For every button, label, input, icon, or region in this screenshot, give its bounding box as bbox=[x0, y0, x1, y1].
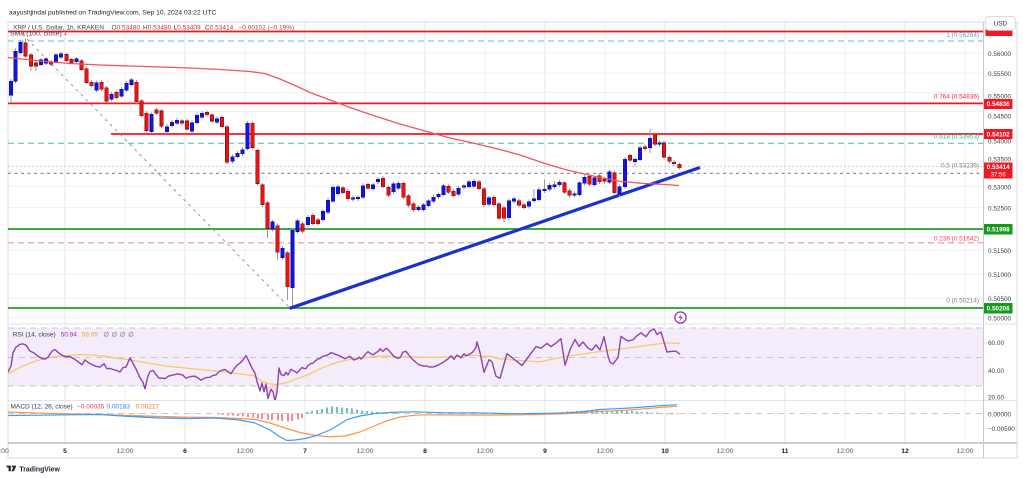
svg-text:0 (0.50214): 0 (0.50214) bbox=[946, 298, 979, 305]
svg-text:50.94: 50.94 bbox=[61, 332, 78, 339]
svg-text:9: 9 bbox=[543, 448, 547, 455]
svg-text:0.51000: 0.51000 bbox=[988, 272, 1012, 279]
svg-text:0.53500: 0.53500 bbox=[988, 156, 1012, 163]
svg-text:TradingView: TradingView bbox=[19, 466, 60, 473]
svg-text:12:00: 12:00 bbox=[956, 448, 973, 455]
svg-text:C0.53414: C0.53414 bbox=[205, 24, 234, 31]
svg-text:12:00: 12:00 bbox=[596, 448, 613, 455]
svg-text::00: :00 bbox=[0, 448, 9, 455]
svg-text:6: 6 bbox=[183, 448, 187, 455]
svg-text:8: 8 bbox=[423, 448, 427, 455]
svg-text:0.56000: 0.56000 bbox=[988, 51, 1012, 58]
svg-text:60.00: 60.00 bbox=[988, 340, 1004, 347]
svg-text:20.00: 20.00 bbox=[988, 395, 1004, 402]
svg-text:∅: ∅ bbox=[128, 332, 134, 339]
svg-text:1 (0.56264): 1 (0.56264) bbox=[946, 32, 979, 39]
svg-text:0.764 (0.54836): 0.764 (0.54836) bbox=[934, 93, 979, 100]
svg-text:aayushjindal published on Trad: aayushjindal published on TradingView.co… bbox=[9, 10, 216, 17]
svg-text:0.54836: 0.54836 bbox=[987, 101, 1011, 108]
svg-text:0.00183: 0.00183 bbox=[107, 403, 131, 410]
svg-text:XRP / U.S. Dollar, 1h, KRAKEN: XRP / U.S. Dollar, 1h, KRAKEN bbox=[13, 24, 104, 31]
svg-text:7: 7 bbox=[303, 448, 307, 455]
svg-text:0.50000: 0.50000 bbox=[988, 316, 1012, 323]
svg-text:5: 5 bbox=[63, 448, 67, 455]
svg-text:−0.00102 (−0.19%): −0.00102 (−0.19%) bbox=[239, 24, 295, 31]
svg-text:0.618 (0.53953): 0.618 (0.53953) bbox=[934, 133, 979, 140]
svg-text:O0.53480: O0.53480 bbox=[112, 24, 141, 31]
svg-text:0.50500: 0.50500 bbox=[988, 296, 1012, 303]
svg-text:11: 11 bbox=[781, 448, 788, 455]
svg-text:0.53414: 0.53414 bbox=[987, 164, 1011, 171]
svg-text:0.5 (0.53239): 0.5 (0.53239) bbox=[941, 162, 979, 169]
svg-text:∅: ∅ bbox=[120, 332, 126, 339]
svg-text:12:00: 12:00 bbox=[356, 448, 373, 455]
svg-text:−0.00500: −0.00500 bbox=[988, 426, 1015, 433]
svg-text:12:00: 12:00 bbox=[236, 448, 253, 455]
svg-text:59.05: 59.05 bbox=[82, 332, 99, 339]
svg-text:12: 12 bbox=[901, 448, 909, 455]
svg-text:0.53000: 0.53000 bbox=[988, 185, 1012, 192]
svg-text:37:56: 37:56 bbox=[991, 173, 1007, 179]
svg-text:MACD (12, 26, close): MACD (12, 26, close) bbox=[11, 403, 73, 410]
svg-text:0.51998: 0.51998 bbox=[987, 226, 1011, 233]
svg-text:40.00: 40.00 bbox=[988, 368, 1004, 375]
svg-text:H0.53480: H0.53480 bbox=[143, 24, 172, 31]
svg-text:10: 10 bbox=[661, 448, 669, 455]
svg-text:∅: ∅ bbox=[103, 332, 109, 339]
svg-text:12:00: 12:00 bbox=[836, 448, 853, 455]
svg-text:0.00000: 0.00000 bbox=[988, 412, 1012, 419]
svg-text:0.00217: 0.00217 bbox=[136, 403, 160, 410]
svg-text:0.54000: 0.54000 bbox=[988, 139, 1012, 146]
svg-text:0.236 (0.51642): 0.236 (0.51642) bbox=[934, 236, 979, 243]
svg-text:L0.53409: L0.53409 bbox=[174, 24, 202, 31]
svg-text:0.55000: 0.55000 bbox=[988, 93, 1012, 100]
svg-text:USD: USD bbox=[994, 21, 1008, 28]
svg-text:0.54102: 0.54102 bbox=[987, 131, 1011, 138]
svg-text:0.55500: 0.55500 bbox=[988, 71, 1012, 78]
svg-text:12:00: 12:00 bbox=[716, 448, 733, 455]
svg-text:−0.00035: −0.00035 bbox=[77, 403, 105, 410]
svg-text:∅: ∅ bbox=[112, 332, 118, 339]
svg-text:RSI (14, close): RSI (14, close) bbox=[13, 332, 56, 339]
svg-text:0.51500: 0.51500 bbox=[988, 248, 1012, 255]
svg-text:1: 1 bbox=[64, 30, 68, 37]
svg-text:SMA (100, close): SMA (100, close) bbox=[10, 31, 62, 38]
svg-text:0.54500: 0.54500 bbox=[988, 114, 1012, 121]
svg-text:0.50206: 0.50206 bbox=[987, 305, 1011, 312]
svg-text:12:00: 12:00 bbox=[476, 448, 493, 455]
svg-text:12:00: 12:00 bbox=[116, 448, 133, 455]
svg-text:0.52500: 0.52500 bbox=[988, 206, 1012, 213]
